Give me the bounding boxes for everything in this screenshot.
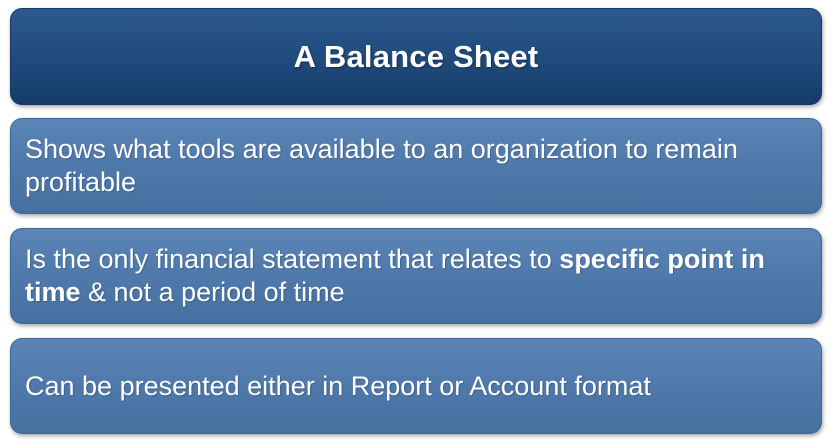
point-text-before: Is the only financial statement that rel…: [25, 244, 560, 274]
point-text-format: Can be presented either in Report or Acc…: [25, 370, 651, 401]
point-text-point-in-time: Is the only financial statement that rel…: [25, 243, 807, 309]
point-text-tools: Shows what tools are available to an org…: [25, 134, 738, 197]
point-box-format: Can be presented either in Report or Acc…: [10, 338, 822, 434]
point-box-tools: Shows what tools are available to an org…: [10, 118, 822, 214]
point-box-point-in-time: Is the only financial statement that rel…: [10, 228, 822, 324]
title-box: A Balance Sheet: [10, 8, 822, 105]
point-text-bold: specific point in time: [25, 244, 765, 307]
diagram-title: A Balance Sheet: [293, 38, 539, 74]
point-text-after: & not a period of time: [80, 277, 345, 307]
